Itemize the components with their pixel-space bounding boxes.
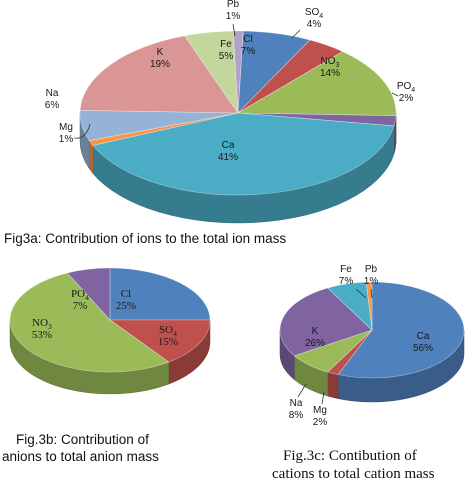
pie-c-leader-fe — [355, 288, 367, 299]
pie-c-slice-pb — [365, 281, 373, 331]
svg-text:1%: 1% — [364, 276, 379, 287]
pie-a-leader-pb — [232, 23, 236, 37]
pie-a-label-fe: Fe5% — [219, 39, 234, 62]
pie-a-side-mg — [89, 139, 94, 175]
svg-text:8%: 8% — [289, 410, 304, 421]
svg-text:7%: 7% — [339, 276, 354, 287]
pie-b-slice-cl — [109, 267, 211, 321]
svg-text:Pb: Pb — [227, 0, 240, 10]
pie-c-slice-k — [279, 287, 373, 357]
svg-text:PO4: PO4 — [397, 81, 415, 94]
svg-text:Ca: Ca — [417, 331, 430, 342]
pie-c-label-mg: Mg2% — [313, 391, 328, 428]
svg-text:Fe: Fe — [340, 264, 352, 275]
svg-text:Cl: Cl — [121, 288, 131, 300]
svg-text:SO4: SO4 — [305, 7, 323, 20]
svg-text:PO4: PO4 — [71, 288, 89, 302]
pie-c-leader-pb — [370, 288, 373, 299]
pie-chart-ion-mass: Cl7%SO44%NO314%PO42%Ca41%Mg1%Na6%K19%Fe5… — [45, 0, 415, 224]
pie-c-leader-mg — [321, 391, 325, 405]
svg-text:Ca: Ca — [222, 140, 235, 151]
svg-text:5%: 5% — [219, 51, 234, 62]
pie-c-label-k: K26% — [305, 326, 325, 349]
svg-text:56%: 56% — [413, 343, 433, 354]
pie-c-slice-ca — [337, 281, 465, 379]
captions: Fig3a: Contribution of ions to the total… — [2, 231, 435, 479]
pie-a-label-pb: Pb1% — [226, 0, 241, 37]
svg-text:7%: 7% — [241, 46, 256, 57]
svg-text:Na: Na — [46, 88, 59, 99]
caption-fig3c-line1: Fig.3c: Contibution of — [283, 448, 417, 464]
svg-text:K: K — [157, 47, 164, 58]
caption-fig3b-line2: anions to total anion mass — [2, 449, 159, 464]
svg-text:Mg: Mg — [59, 122, 73, 133]
svg-text:6%: 6% — [45, 100, 60, 111]
svg-text:SO4: SO4 — [159, 324, 177, 338]
pie-a-label-k: K19% — [150, 47, 170, 70]
pie-a-leader-po4 — [391, 92, 399, 97]
pie-a-leader-mg — [73, 123, 91, 139]
svg-text:53%: 53% — [32, 329, 52, 341]
svg-text:1%: 1% — [59, 134, 74, 145]
svg-text:7%: 7% — [73, 300, 88, 312]
svg-text:19%: 19% — [150, 59, 170, 70]
svg-text:15%: 15% — [158, 336, 178, 348]
svg-text:4%: 4% — [307, 19, 322, 30]
svg-text:NO3: NO3 — [321, 56, 340, 69]
svg-text:Mg: Mg — [313, 405, 327, 416]
pie-b-slice-no3 — [9, 272, 170, 373]
svg-text:Na: Na — [290, 398, 303, 409]
svg-text:41%: 41% — [218, 152, 238, 163]
svg-text:K: K — [312, 326, 319, 337]
pie-a-label-cl: Cl7% — [241, 34, 256, 57]
pie-c-label-pb: Pb1% — [364, 264, 379, 299]
svg-text:25%: 25% — [116, 300, 136, 312]
svg-text:Cl: Cl — [243, 34, 252, 45]
pie-a-slice-pb — [232, 30, 244, 114]
svg-text:2%: 2% — [399, 93, 414, 104]
pie-a-label-na: Na6% — [45, 88, 60, 111]
pie-a-label-mg: Mg1% — [59, 122, 91, 145]
pie-a-leader-so4 — [291, 29, 301, 39]
pie-c-label-na: Na8% — [289, 383, 307, 421]
caption-fig3a: Fig3a: Contribution of ions to the total… — [4, 231, 286, 246]
svg-text:NO3: NO3 — [32, 317, 52, 331]
caption-fig3b-line1: Fig.3b: Contribution of — [16, 432, 149, 447]
caption-fig3c-line2: cations to total cation mass — [272, 466, 435, 479]
svg-text:14%: 14% — [320, 68, 340, 79]
svg-text:2%: 2% — [313, 417, 328, 428]
svg-text:26%: 26% — [305, 338, 325, 349]
svg-text:1%: 1% — [226, 11, 241, 22]
pie-b-slice-po4 — [66, 267, 111, 321]
pie-c-label-fe: Fe7% — [339, 264, 367, 299]
pie-a-slice-no3 — [236, 51, 397, 116]
svg-text:Pb: Pb — [365, 264, 378, 275]
pie-c-side-mg — [327, 371, 339, 399]
pie-c-leader-na — [297, 383, 307, 398]
svg-text:Fe: Fe — [220, 39, 232, 50]
pie-a-slice-k — [79, 35, 239, 114]
pie-b-slice-so4 — [109, 319, 211, 363]
pie-a-slice-ca — [92, 112, 395, 196]
